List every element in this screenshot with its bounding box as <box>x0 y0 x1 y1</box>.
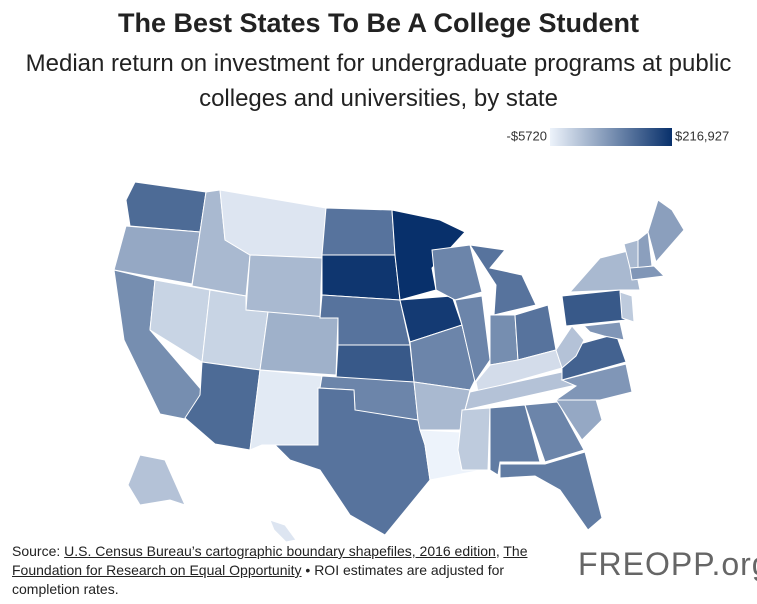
subtitle: Median return on investment for undergra… <box>25 50 732 112</box>
state <box>125 181 207 233</box>
source-link[interactable]: U.S. Census Bureau’s cartographic bounda… <box>64 543 496 559</box>
source-link[interactable]: The Foundation for Research on Equal Opp… <box>12 543 528 578</box>
state <box>245 254 323 319</box>
source-text: • ROI estimates are adjusted for complet… <box>12 562 505 597</box>
source-text: , <box>495 543 504 559</box>
state <box>269 519 297 543</box>
state <box>454 295 491 384</box>
legend-label: -$5720 <box>507 128 547 143</box>
title: The Best States To Be A College Student <box>117 8 640 38</box>
state <box>582 321 625 341</box>
source: Source: U.S. Census Bureau’s cartographi… <box>12 542 542 599</box>
legend-label: $216,927 <box>675 128 729 143</box>
state <box>249 369 323 451</box>
state <box>127 454 186 506</box>
state <box>524 401 585 463</box>
state <box>149 279 211 363</box>
state <box>321 254 401 301</box>
state <box>489 314 519 366</box>
source-text: Source: <box>12 543 65 559</box>
state <box>499 451 603 531</box>
state <box>629 265 666 281</box>
states <box>113 181 685 543</box>
state <box>273 387 431 536</box>
state <box>409 324 476 391</box>
legend-gradient <box>550 128 672 146</box>
state <box>647 199 685 264</box>
state <box>561 289 627 327</box>
state <box>554 363 633 401</box>
state <box>184 361 261 451</box>
state <box>555 325 585 369</box>
logo: FREOPP.org <box>578 546 757 582</box>
state <box>259 311 339 376</box>
state <box>468 244 537 316</box>
state <box>335 344 415 383</box>
state <box>431 244 483 301</box>
state <box>413 381 471 431</box>
state <box>321 207 396 256</box>
state <box>457 407 491 471</box>
state <box>391 209 466 301</box>
state <box>619 291 635 323</box>
